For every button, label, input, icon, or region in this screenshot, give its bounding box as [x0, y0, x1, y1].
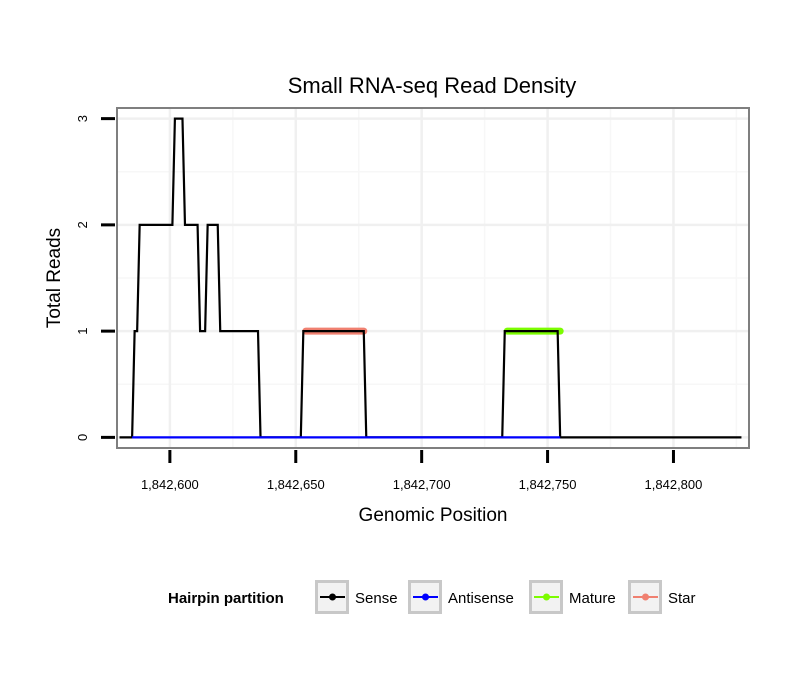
x-tick-label: 1,842,800	[645, 477, 703, 492]
y-axis-label: Total Reads	[44, 228, 65, 328]
y-tick-label: 0	[75, 434, 90, 441]
legend-entry-star: Star	[628, 580, 696, 614]
legend-entry-sense: Sense	[315, 580, 398, 614]
legend-label-antisense: Antisense	[448, 590, 514, 607]
series-layer	[119, 117, 742, 439]
legend-entry-antisense: Antisense	[408, 580, 514, 614]
legend-label-star: Star	[668, 590, 696, 607]
x-tick-label: 1,842,750	[519, 477, 577, 492]
legend-key-dot	[543, 593, 550, 601]
x-tick-label: 1,842,650	[267, 477, 325, 492]
legend-label-sense: Sense	[355, 590, 398, 607]
y-axis: 0 1 2 3	[75, 115, 115, 441]
y-tick-label: 2	[75, 221, 90, 228]
legend-key-dot	[329, 593, 336, 601]
legend-key-dot	[642, 593, 649, 601]
x-axis-label: Genomic Position	[359, 505, 508, 526]
plot-panel-border	[116, 107, 750, 449]
legend-title: Hairpin partition	[168, 590, 284, 607]
x-axis: 1,842,600 1,842,650 1,842,700 1,842,750 1,84…	[141, 450, 702, 492]
x-tick-label: 1,842,600	[141, 477, 199, 492]
x-tick-label: 1,842,700	[393, 477, 451, 492]
legend-entry-mature: Mature	[529, 580, 616, 614]
legend: Hairpin partition Sense Antisense Mature St…	[168, 580, 696, 614]
y-tick-label: 1	[75, 328, 90, 335]
legend-entries: Sense Antisense Mature Star	[315, 580, 696, 614]
legend-label-mature: Mature	[569, 590, 616, 607]
y-tick-label: 3	[75, 115, 90, 122]
chart-title: Small RNA-seq Read Density	[288, 73, 577, 98]
legend-key-dot	[422, 593, 429, 601]
